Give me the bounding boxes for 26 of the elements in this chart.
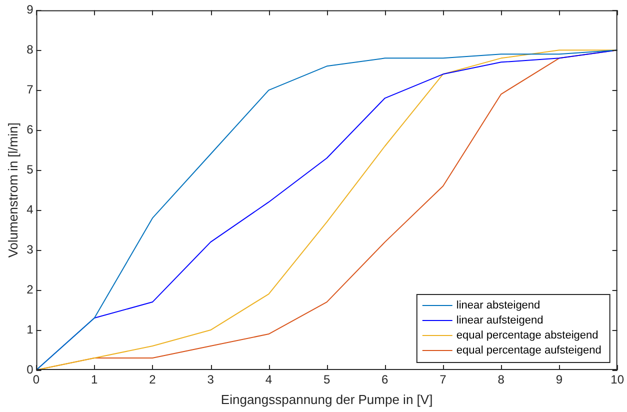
legend-label: equal percentage aufsteigend: [456, 344, 602, 357]
x-tick-label: 4: [265, 372, 272, 387]
y-tick-label: 2: [26, 282, 34, 296]
y-tick-label: 1: [26, 322, 34, 336]
x-tick-label: 6: [382, 372, 389, 387]
x-tick-label: 9: [556, 372, 563, 387]
y-tick-label: 0: [26, 362, 34, 376]
legend-label: equal percentage absteigend: [456, 330, 598, 342]
x-tick-label: 7: [440, 372, 447, 387]
y-tick-label: 4: [26, 202, 34, 216]
y-axis-title: Volumenstrom in [l/min]: [5, 122, 20, 258]
y-tick-label: 6: [26, 122, 34, 136]
legend-label: linear aufsteigend: [456, 314, 544, 327]
y-tick-label: 9: [26, 2, 34, 17]
y-tick-label: 8: [26, 42, 34, 56]
y-tick-label: 7: [26, 82, 34, 96]
x-tick-label: 3: [207, 372, 214, 387]
x-axis-title: Eingangsspannung der Pumpe in [V]: [220, 392, 433, 407]
y-tick-label: 3: [26, 242, 34, 256]
legend-label: linear absteigend: [456, 300, 540, 312]
x-tick-label: 1: [91, 372, 98, 387]
x-tick-label: 2: [149, 372, 156, 387]
x-tick-label: 10: [610, 372, 624, 387]
y-tick-label: 5: [26, 162, 34, 176]
x-tick-label: 5: [323, 372, 330, 387]
x-tick-label: 8: [498, 372, 505, 387]
